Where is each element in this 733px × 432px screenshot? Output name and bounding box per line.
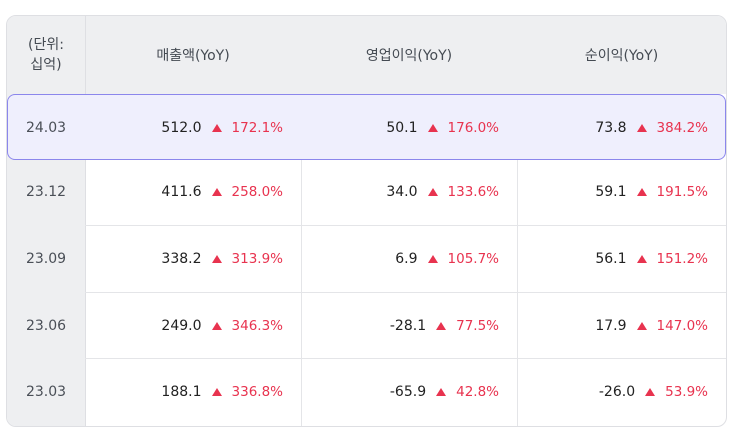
period-label: 23.09 <box>25 251 67 267</box>
column-divider <box>517 94 518 426</box>
table-header <box>7 16 726 94</box>
highlighted-row[interactable] <box>7 94 726 160</box>
triangle-up-icon <box>427 124 438 132</box>
yoy-text: 53.9% <box>665 384 708 400</box>
cell-revenue: 512.0 172.1% <box>161 95 283 161</box>
value-text: 73.8 <box>595 120 627 136</box>
yoy-text: 313.9% <box>231 251 283 267</box>
triangle-up-icon <box>636 322 647 330</box>
yoy-text: 151.2% <box>656 251 708 267</box>
value-text: -26.0 <box>598 384 636 400</box>
yoy-text: 77.5% <box>456 318 499 334</box>
yoy-text: 191.5% <box>656 184 708 200</box>
value-text: 512.0 <box>161 120 202 136</box>
triangle-up-icon <box>211 388 222 396</box>
yoy-text: 42.8% <box>456 384 499 400</box>
period-label: 23.03 <box>25 384 67 400</box>
triangle-up-icon <box>211 255 222 263</box>
value-text: 34.0 <box>386 184 418 200</box>
value-text: 50.1 <box>386 120 418 136</box>
cell-op: -28.1 77.5% <box>390 293 499 359</box>
unit-label-line: (단위: <box>28 37 64 53</box>
triangle-up-icon <box>645 388 656 396</box>
triangle-up-icon <box>211 322 222 330</box>
value-text: 188.1 <box>161 384 202 400</box>
period-label: 23.06 <box>25 318 67 334</box>
cell-op: 50.1 176.0% <box>386 95 499 161</box>
row-divider <box>85 225 726 226</box>
value-text: -65.9 <box>389 384 427 400</box>
period-label: 24.03 <box>25 120 67 136</box>
column-divider <box>301 94 302 426</box>
value-text: 59.1 <box>595 184 627 200</box>
cell-revenue: 338.2 313.9% <box>161 226 283 292</box>
value-text: 338.2 <box>161 251 202 267</box>
yoy-text: 258.0% <box>231 184 283 200</box>
yoy-text: 133.6% <box>447 184 499 200</box>
triangle-up-icon <box>636 124 647 132</box>
row-divider <box>85 292 726 293</box>
triangle-up-icon <box>636 255 647 263</box>
triangle-up-icon <box>436 322 447 330</box>
value-text: 249.0 <box>161 318 202 334</box>
yoy-text: 105.7% <box>447 251 499 267</box>
yoy-text: 336.8% <box>231 384 283 400</box>
cell-net: -26.0 53.9% <box>599 359 708 425</box>
cell-revenue: 188.1 336.8% <box>161 359 283 425</box>
triangle-up-icon <box>636 188 647 196</box>
value-text: 6.9 <box>395 251 418 267</box>
cell-net: 73.8 384.2% <box>595 95 708 161</box>
unit-label: (단위: 십억) <box>7 16 85 94</box>
value-text: 56.1 <box>595 251 627 267</box>
yoy-text: 384.2% <box>656 120 708 136</box>
value-text: 17.9 <box>595 318 627 334</box>
triangle-up-icon <box>211 124 222 132</box>
header-revenue: 매출액(YoY) <box>156 48 230 64</box>
triangle-up-icon <box>427 255 438 263</box>
header-operating-profit: 영업이익(YoY) <box>365 48 453 64</box>
period-label: 23.12 <box>25 184 67 200</box>
cell-op: 34.0 133.6% <box>386 159 499 225</box>
cell-net: 17.9 147.0% <box>595 293 708 359</box>
row-divider <box>85 358 726 359</box>
cell-net: 56.1 151.2% <box>595 226 708 292</box>
cell-op: 6.9 105.7% <box>395 226 499 292</box>
cell-op: -65.9 42.8% <box>390 359 499 425</box>
value-text: -28.1 <box>389 318 427 334</box>
unit-label-line: 십억) <box>30 57 62 73</box>
triangle-up-icon <box>427 188 438 196</box>
financial-table: (단위: 십억) 매출액(YoY) 영업이익(YoY) 순이익(YoY) 24.0… <box>6 15 727 427</box>
yoy-text: 147.0% <box>656 318 708 334</box>
triangle-up-icon <box>436 388 447 396</box>
yoy-text: 346.3% <box>231 318 283 334</box>
yoy-text: 176.0% <box>447 120 499 136</box>
header-net-profit: 순이익(YoY) <box>584 48 659 64</box>
yoy-text: 172.1% <box>231 120 283 136</box>
cell-revenue: 411.6 258.0% <box>161 159 283 225</box>
value-text: 411.6 <box>161 184 202 200</box>
period-column <box>7 16 86 426</box>
triangle-up-icon <box>211 188 222 196</box>
cell-net: 59.1 191.5% <box>595 159 708 225</box>
cell-revenue: 249.0 346.3% <box>161 293 283 359</box>
